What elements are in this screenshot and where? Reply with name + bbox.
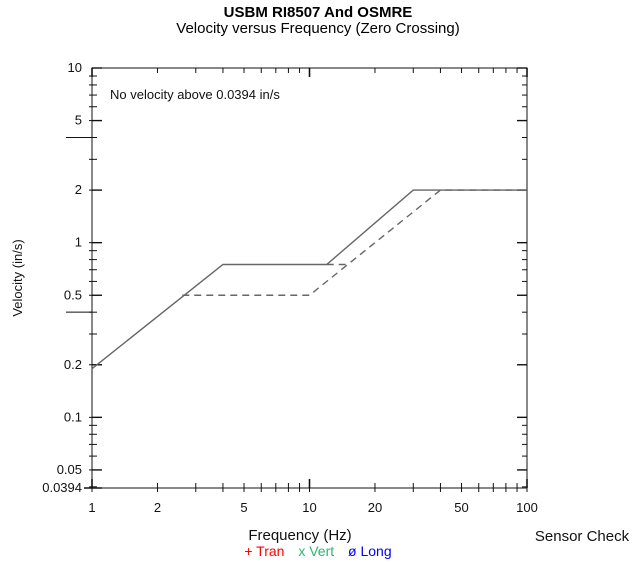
y-axis-label: Velocity (in/s) xyxy=(10,239,25,316)
y-tick-label: 5 xyxy=(75,113,82,128)
plot-frame xyxy=(91,67,528,489)
y-tick-label: 0.5 xyxy=(64,287,82,302)
legend: + Tran x Vert ø Long xyxy=(0,543,636,559)
y-tick-label: 1 xyxy=(75,235,82,250)
legend-item-vert: x Vert xyxy=(298,543,335,559)
x-tick-label: 5 xyxy=(240,500,247,515)
chart-subtitle: Velocity versus Frequency (Zero Crossing… xyxy=(176,20,460,37)
y-tick-label: 10 xyxy=(68,60,82,75)
y-tick-label: 0.2 xyxy=(64,357,82,372)
legend-item-tran: + Tran xyxy=(244,543,285,559)
x-tick-label: 20 xyxy=(368,500,382,515)
x-tick-label: 2 xyxy=(154,500,161,515)
y-tick-label: 0.05 xyxy=(57,462,82,477)
series-line-0 xyxy=(91,189,527,370)
sensor-check-label: Sensor Check xyxy=(535,528,630,545)
y-tick-label: 0.1 xyxy=(64,409,82,424)
x-tick-label: 100 xyxy=(516,500,538,515)
chart-annotation: No velocity above 0.0394 in/s xyxy=(110,87,280,102)
x-tick-label: 10 xyxy=(302,500,316,515)
x-tick-label: 50 xyxy=(454,500,468,515)
x-tick-label: 1 xyxy=(88,500,95,515)
x-axis-label: Frequency (Hz) xyxy=(248,527,351,544)
chart-title: USBM RI8507 And OSMRE xyxy=(223,4,413,21)
y-tick-label: 2 xyxy=(75,182,82,197)
y-tick-label: 0.0394 xyxy=(42,480,82,495)
series-line-1 xyxy=(182,189,527,296)
legend-item-long: ø Long xyxy=(348,543,392,559)
